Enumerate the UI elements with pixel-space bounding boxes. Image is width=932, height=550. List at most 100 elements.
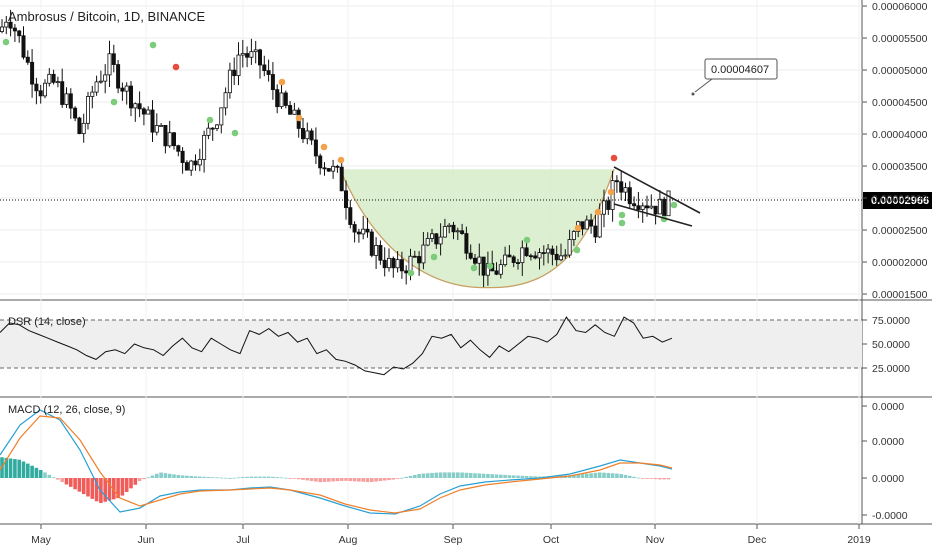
- macd-hist-bar: [533, 476, 537, 478]
- macd-hist-bar: [271, 476, 275, 478]
- macd-hist-bar: [112, 478, 116, 500]
- candle-body: [257, 49, 262, 66]
- candle-body: [245, 53, 250, 58]
- macd-hist-bar: [4, 457, 9, 478]
- candle-body: [133, 103, 138, 109]
- macd-hist-bar: [572, 474, 576, 478]
- macd-hist-bar: [615, 473, 619, 478]
- macd-hist-bar: [77, 478, 82, 492]
- candle-body: [649, 205, 654, 209]
- macd-hist-bar: [155, 473, 159, 478]
- macd-hist-bar: [133, 478, 138, 485]
- candle-body: [51, 73, 56, 83]
- candle-body: [584, 219, 589, 230]
- time-tick-label: May: [31, 534, 52, 546]
- macd-hist-bar: [511, 475, 516, 478]
- macd-hist-bar: [8, 458, 13, 478]
- time-axis[interactable]: May Jun Jul Aug Sep Oct Nov Dec 2019: [31, 524, 871, 546]
- candle-body: [137, 103, 142, 110]
- macd-tick-label: 0.0000: [872, 401, 904, 413]
- macd-tick-label: 0.0000: [872, 473, 904, 485]
- macd-hist-bar: [628, 475, 632, 478]
- dsr-tick-label: 75.0000: [872, 315, 910, 327]
- macd-hist-bar: [632, 476, 636, 478]
- macd-hist-bar: [163, 473, 168, 478]
- candle-body: [12, 27, 17, 32]
- candle-body: [318, 155, 323, 169]
- signal-dot: [320, 143, 328, 151]
- candle-body: [481, 256, 486, 276]
- macd-hist-bar: [120, 478, 125, 496]
- candle-body: [236, 54, 241, 77]
- macd-hist-bar: [296, 478, 301, 480]
- signal-dot: [295, 114, 303, 122]
- signal-dot: [278, 78, 286, 86]
- macd-hist-bar: [47, 474, 52, 478]
- macd-hist-bar: [129, 478, 133, 489]
- candle-body: [348, 207, 353, 225]
- macd-hist-bar: [159, 472, 163, 478]
- macd-hist-bar: [288, 478, 292, 479]
- macd-hist-bar: [516, 475, 520, 478]
- candle-body: [124, 85, 129, 92]
- macd-hist-bar: [425, 473, 430, 478]
- macd-hist-bar: [658, 478, 662, 480]
- candle-body: [292, 109, 297, 115]
- candle-body: [533, 255, 538, 259]
- macd-hist-bar: [43, 472, 47, 478]
- callout-text: 0.00004607: [711, 64, 769, 76]
- candle-body: [223, 92, 228, 109]
- dsr-tick-label: 25.0000: [872, 363, 910, 375]
- dsr-label: DSR (14, close): [8, 316, 86, 328]
- signal-dot: [610, 154, 618, 162]
- signal-dot: [149, 41, 157, 49]
- candle-body: [404, 270, 409, 274]
- candle-body: [386, 257, 391, 269]
- candle-body: [219, 107, 224, 126]
- candle-body: [283, 92, 288, 106]
- candle-body: [77, 117, 82, 134]
- candle-body: [171, 132, 176, 147]
- macd-hist-bar: [473, 473, 477, 478]
- macd-hist-bar: [352, 478, 357, 482]
- wedge-lower-line: [613, 203, 693, 227]
- macd-hist-bar: [413, 474, 417, 478]
- candle-body: [25, 56, 30, 63]
- macd-hist-bar: [241, 477, 245, 478]
- candle-body: [64, 93, 69, 105]
- macd-hist-bar: [576, 474, 580, 478]
- candle-body: [391, 257, 396, 269]
- candle-body: [528, 255, 533, 258]
- macd-hist-bar: [365, 478, 370, 483]
- candle-body: [206, 127, 211, 136]
- macd-hist-bar: [180, 475, 185, 478]
- macd-hist-bar: [335, 478, 340, 482]
- price-axis[interactable]: 0.00006000 0.00005500 0.00005000 0.00004500…: [862, 1, 928, 301]
- candle-body: [511, 256, 516, 263]
- candle-body: [305, 130, 310, 140]
- candle-body: [343, 190, 348, 209]
- macd-hist-bar: [219, 477, 224, 479]
- candle-body: [447, 224, 452, 227]
- signal-dot: [470, 264, 478, 272]
- candle-body: [627, 187, 632, 205]
- macd-hist-bar: [636, 477, 641, 479]
- macd-hist-bar: [137, 478, 142, 482]
- signal-dot: [618, 211, 626, 219]
- price-tick-label: 0.00005000: [872, 65, 928, 77]
- candle-body: [103, 74, 108, 82]
- macd-hist-bar: [357, 478, 361, 482]
- candle-body: [227, 69, 232, 94]
- candle-body: [451, 224, 456, 233]
- candle-body: [619, 181, 624, 193]
- candle-body: [425, 238, 430, 246]
- candle-body: [232, 69, 237, 77]
- candle-body: [597, 213, 602, 238]
- candle-body: [356, 231, 361, 235]
- candle-body: [55, 81, 60, 84]
- macd-hist-bar: [38, 469, 43, 478]
- candle-body: [546, 248, 551, 254]
- macd-hist-bar: [314, 478, 318, 482]
- price-callout[interactable]: 0.00004607: [691, 58, 778, 96]
- candle-body: [567, 239, 572, 256]
